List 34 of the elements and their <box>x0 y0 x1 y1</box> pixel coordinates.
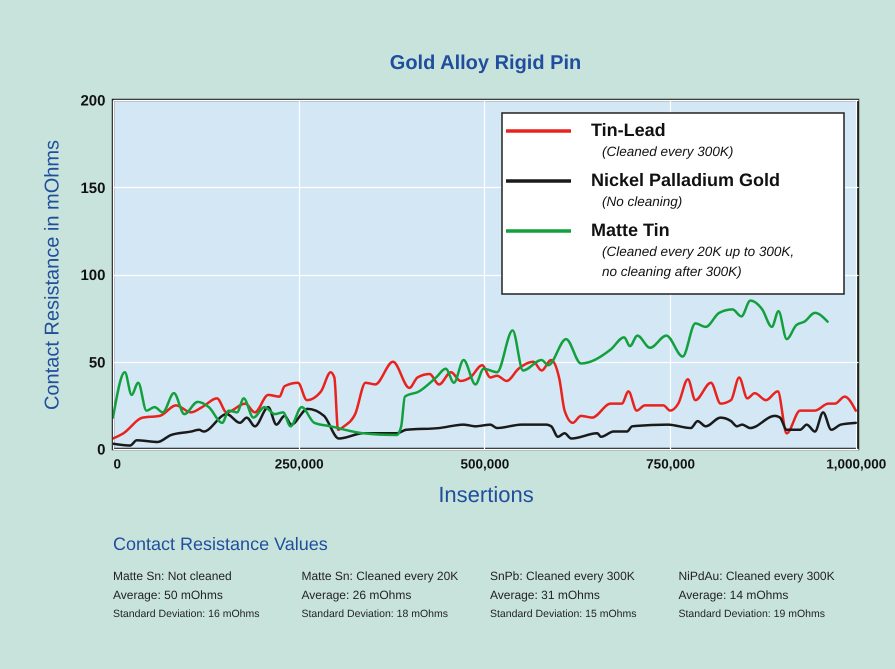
text: Average: 50 mOhms <box>113 588 223 602</box>
line-series <box>113 299 829 436</box>
text: Matte Sn: Cleaned every 20K <box>302 569 458 583</box>
y-axis-title: Contact Resistance in mOhms <box>41 140 64 410</box>
text: SnPb: Cleaned every 300K <box>490 569 635 583</box>
x-tick-label: 500,000 <box>460 456 510 472</box>
y-tick-label: 50 <box>88 354 106 372</box>
text: Standard Deviation: 18 mOhms <box>302 608 448 620</box>
text: Contact Resistance Values <box>113 534 328 554</box>
annotation: (Cleaned every 300K) <box>602 144 734 159</box>
text: Matte Sn: Not cleaned <box>113 569 232 583</box>
y-tick-label: 100 <box>80 267 106 284</box>
text: Average: 14 mOhms <box>678 588 788 602</box>
line-series <box>113 358 858 440</box>
annotation: (Cleaned every 20K up to 300K, no cleaning after 300K) <box>602 244 794 279</box>
text: NiPdAu: Cleaned every 300K <box>678 569 835 583</box>
x-tick-label: 750,000 <box>646 456 695 472</box>
chart-title: Gold Alloy Rigid Pin <box>390 52 582 74</box>
x-tick-label: 250,000 <box>274 456 324 472</box>
x-tick-label: 0 <box>114 456 122 472</box>
text: Standard Deviation: 19 mOhms <box>678 608 825 620</box>
legend-label: Matte Tin <box>591 220 670 240</box>
legend-label: Tin-Lead <box>591 120 666 140</box>
x-tick-label: 1,000,000 <box>826 456 886 472</box>
text: Standard Deviation: 16 mOhms <box>113 608 260 620</box>
y-tick-label: 200 <box>80 92 106 110</box>
annotation: (No cleaning) <box>602 194 682 209</box>
text: Average: 31 mOhms <box>490 588 600 602</box>
text: Average: 26 mOhms <box>302 588 412 602</box>
x-axis-title: Insertions <box>438 482 534 507</box>
y-tick-label: 150 <box>80 180 106 197</box>
text: Standard Deviation: 15 mOhms <box>490 608 636 620</box>
y-tick-label: 0 <box>97 442 106 458</box>
legend-label: Nickel Palladium Gold <box>591 170 780 190</box>
